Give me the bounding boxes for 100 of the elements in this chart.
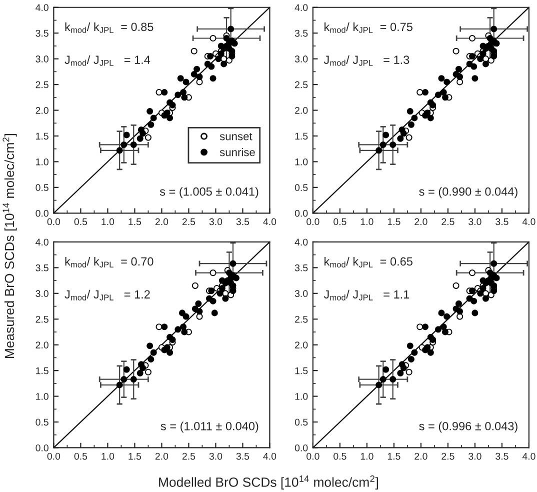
point	[468, 270, 476, 276]
annotation: k$_{mod}$/ k$_{JPL}$ = 0.70	[65, 256, 154, 268]
point	[456, 308, 464, 315]
point	[376, 382, 382, 388]
y-tick-label: 2.5	[295, 316, 308, 323]
point	[169, 336, 176, 343]
point	[480, 277, 486, 284]
point	[444, 313, 450, 320]
point	[406, 342, 414, 350]
point	[442, 94, 448, 101]
point	[192, 282, 198, 289]
point	[223, 34, 230, 42]
point	[440, 324, 447, 330]
y-tick-label: 1.0	[295, 393, 308, 400]
point	[422, 88, 429, 96]
y-tick-label: 3.5	[294, 30, 308, 37]
text: J$_{mod}$/ J$_{JPL}$ = 1.4	[64, 55, 150, 66]
point	[174, 326, 182, 333]
point	[120, 376, 128, 383]
point	[434, 92, 442, 98]
x-tick-label: 3.5	[236, 452, 250, 460]
point	[180, 88, 187, 96]
point	[456, 313, 464, 320]
x-tick-label: 4.0	[522, 218, 536, 226]
y-tick-label: 0.5	[294, 184, 308, 192]
point	[470, 298, 478, 304]
point	[376, 147, 382, 154]
point	[210, 298, 216, 304]
y-tick-label: 2.0	[36, 342, 48, 348]
point	[472, 310, 478, 316]
point	[480, 42, 486, 50]
y-tick-label: 0.0	[36, 210, 48, 217]
x-tick-label: 2.5	[442, 452, 454, 460]
point	[380, 141, 386, 148]
point	[136, 135, 144, 142]
x-tick-label: 0.0	[306, 452, 320, 460]
point	[380, 376, 386, 383]
point	[181, 94, 188, 101]
point	[438, 310, 445, 316]
point	[216, 290, 224, 297]
x-tick-label: 4.0	[263, 452, 276, 460]
x-tick-label: 3.0	[468, 452, 482, 460]
point	[146, 108, 154, 115]
point	[174, 92, 182, 98]
point	[382, 132, 390, 138]
point	[228, 26, 234, 32]
x-axis-title: Modelled BrO SCDs [10$^{14}$ molec/cm$^{2}$]	[159, 475, 378, 490]
point	[456, 78, 464, 86]
point	[169, 102, 176, 108]
point	[228, 52, 236, 60]
point	[123, 132, 130, 138]
point	[166, 114, 174, 122]
point	[148, 121, 154, 128]
point	[178, 310, 186, 316]
point	[208, 288, 215, 294]
y-tick-label: 2.5	[36, 316, 48, 323]
annotation: k$_{mod}$/ k$_{JPL}$ = 0.65	[324, 256, 412, 268]
x-tick-label: 0.5	[334, 218, 346, 226]
point	[218, 50, 224, 57]
y-tick-label: 3.5	[294, 264, 308, 272]
y-tick-label: 1.5	[36, 367, 48, 374]
text: J$_{mod}$/ J$_{JPL}$ = 1.3	[324, 55, 410, 66]
x-tick-label: 2.5	[442, 218, 454, 226]
point	[424, 344, 431, 351]
y-tick-label: 1.5	[295, 132, 308, 140]
point	[468, 52, 476, 60]
point	[130, 141, 137, 148]
x-tick-label: 0.0	[47, 452, 60, 460]
point	[406, 368, 412, 376]
point	[195, 300, 202, 307]
point	[116, 147, 123, 154]
y-tick-label: 0.0	[294, 210, 308, 217]
point	[480, 50, 486, 57]
annotation: k$_{mod}$/ k$_{JPL}$ = 0.85	[65, 22, 154, 33]
point	[452, 48, 460, 54]
point	[211, 310, 218, 316]
text: J$_{mod}$/ J$_{JPL}$ = 1.2	[64, 290, 150, 300]
x-tick-label: 0.5	[334, 452, 346, 460]
point	[150, 349, 157, 356]
point	[488, 45, 494, 52]
point	[397, 370, 404, 376]
point	[470, 63, 478, 70]
point	[424, 110, 431, 116]
y-tick-label: 0.0	[36, 444, 48, 452]
point	[196, 74, 203, 80]
y-tick-label: 3.5	[36, 30, 48, 37]
legend-label: sunrise	[220, 148, 255, 156]
x-tick-label: 1.0	[360, 218, 374, 226]
point	[196, 308, 203, 315]
point	[486, 34, 494, 42]
point	[490, 52, 498, 60]
point	[164, 344, 170, 351]
x-tick-label: 2.0	[414, 218, 428, 226]
y-tick-label: 0.5	[36, 184, 48, 192]
x-tick-label: 2.0	[414, 452, 428, 460]
point	[148, 356, 154, 363]
point	[390, 376, 396, 383]
legend-label: sunset	[220, 132, 252, 140]
y-tick-label: 3.0	[294, 290, 308, 298]
point	[434, 326, 442, 333]
